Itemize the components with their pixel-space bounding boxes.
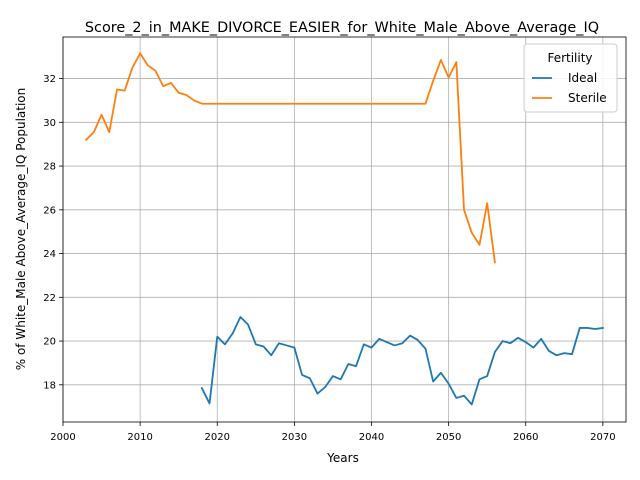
y-tick-label: 22 bbox=[43, 293, 56, 304]
y-tick-label: 30 bbox=[43, 118, 56, 129]
x-tick-label: 2040 bbox=[359, 432, 384, 443]
plot-frame bbox=[62, 36, 627, 423]
x-tick-label: 2030 bbox=[282, 432, 307, 443]
chart-title: Score_2_in_MAKE_DIVORCE_EASIER_for_White… bbox=[85, 20, 599, 36]
series-line-sterile bbox=[84, 52, 496, 264]
series-line-ideal bbox=[200, 316, 604, 406]
series-lines bbox=[84, 52, 604, 406]
legend-box bbox=[523, 43, 618, 113]
x-tick-label: 2060 bbox=[513, 432, 538, 443]
y-tick-label: 24 bbox=[43, 249, 56, 260]
y-tick-label: 28 bbox=[43, 162, 56, 173]
legend-title: Fertility bbox=[547, 51, 592, 65]
x-tick-label: 2020 bbox=[205, 432, 230, 443]
y-tick-label: 18 bbox=[43, 380, 56, 391]
x-tick-label: 2000 bbox=[50, 432, 75, 443]
y-tick-label: 20 bbox=[43, 337, 56, 348]
y-tick-label: 32 bbox=[43, 74, 56, 85]
x-tick-label: 2050 bbox=[436, 432, 461, 443]
legend-label-sterile: Sterile bbox=[568, 91, 607, 105]
legend: Fertility Ideal Sterile bbox=[523, 43, 618, 113]
y-axis-label: % of White_Male Above_Average_IQ Populat… bbox=[14, 88, 28, 371]
legend-label-ideal: Ideal bbox=[568, 71, 597, 85]
x-tick-label: 2070 bbox=[590, 432, 615, 443]
y-axis-ticks: 18 20 22 24 26 28 30 32 bbox=[43, 74, 63, 391]
x-axis-label: Years bbox=[326, 451, 359, 465]
y-tick-label: 26 bbox=[43, 205, 56, 216]
x-axis-ticks: 2000 2010 2020 2030 2040 2050 2060 2070 bbox=[50, 422, 616, 443]
x-tick-label: 2010 bbox=[127, 432, 152, 443]
